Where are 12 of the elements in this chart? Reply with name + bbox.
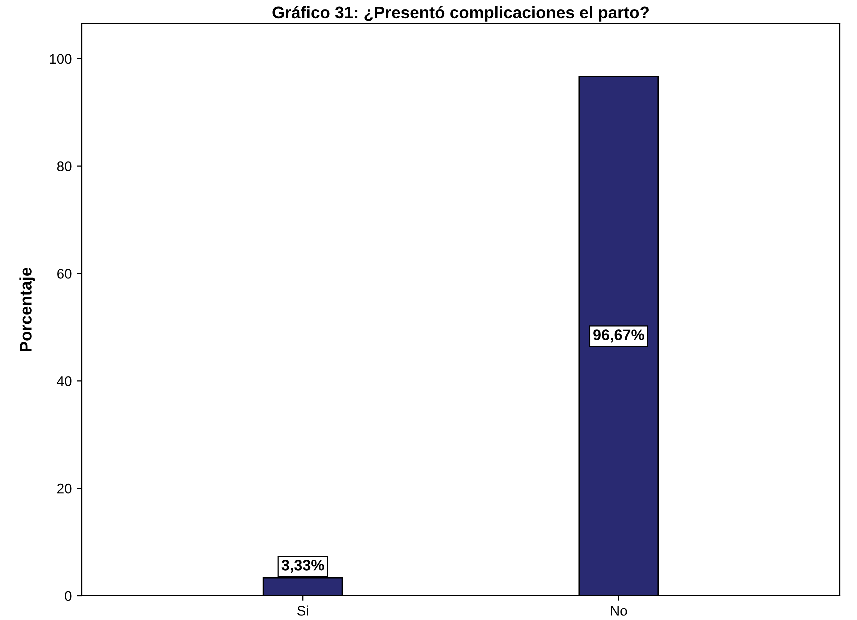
y-tick-label: 80 (57, 162, 72, 172)
data-label: 96,67% (594, 330, 644, 343)
x-tick-label: Si (298, 606, 308, 616)
chart-title: Gráfico 31: ¿Presentó complicaciones el parto? (272, 6, 649, 22)
y-tick-label: 40 (57, 376, 72, 386)
y-tick-label: 100 (50, 54, 72, 64)
x-tick-label: No (611, 606, 628, 616)
y-tick-label: 0 (65, 591, 72, 602)
y-tick-label: 20 (58, 484, 72, 494)
y-tick-label: 60 (58, 269, 72, 279)
data-label: 3,33% (282, 560, 324, 574)
y-axis-title: Porcentaje (20, 268, 36, 352)
